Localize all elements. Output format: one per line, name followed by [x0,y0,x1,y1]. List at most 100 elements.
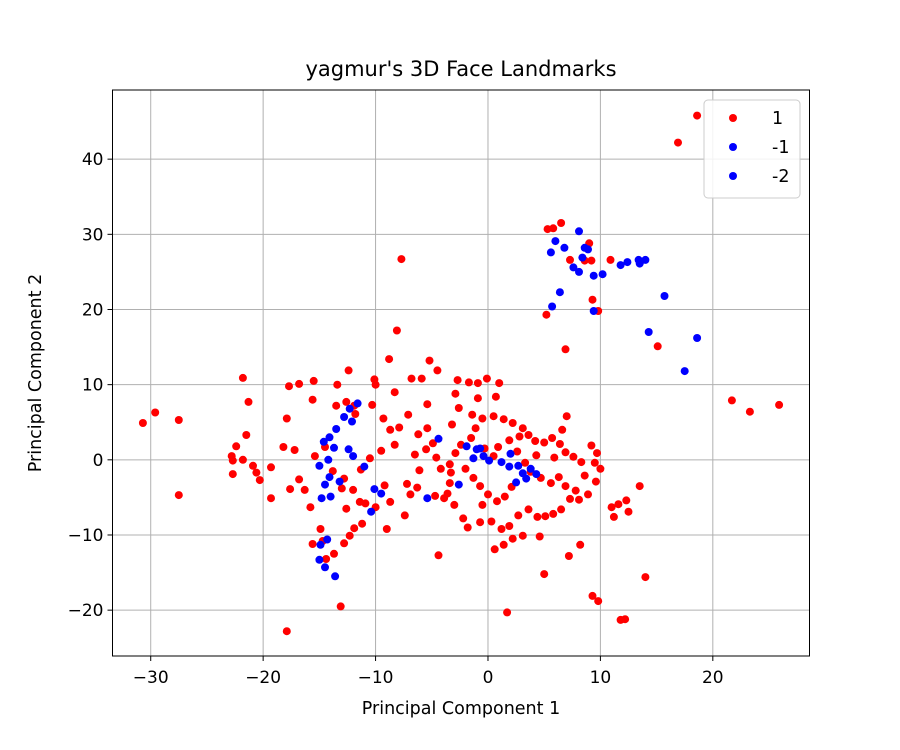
data-point-series-0 [588,295,597,304]
data-point-series-0 [174,416,183,424]
data-point-series-1 [476,444,485,453]
x-tick-label: 20 [702,668,724,688]
data-point-series-0 [340,539,349,548]
data-point-series-1 [551,237,560,246]
data-point-series-0 [622,496,631,505]
data-point-series-0 [493,497,501,506]
data-point-series-0 [242,431,251,439]
data-point-series-0 [521,458,530,467]
data-point-series-0 [609,512,618,521]
data-point-series-0 [524,505,533,514]
legend: 1 -1 -2 [703,99,801,199]
data-point-series-0 [295,475,304,484]
data-point-series-0 [518,531,527,540]
data-point-series-0 [358,519,367,528]
data-point-series-0 [561,345,570,354]
data-point-series-0 [500,492,509,501]
data-point-series-0 [453,376,462,385]
data-point-series-0 [282,627,291,636]
data-point-series-0 [491,392,500,401]
data-point-series-1 [555,288,564,297]
data-point-series-0 [382,525,391,533]
data-point-series-0 [505,522,514,530]
legend-label: -2 [772,167,789,187]
data-point-series-0 [469,473,478,482]
data-point-series-1 [569,263,578,272]
data-point-series-1 [434,434,443,443]
data-point-series-1 [546,248,555,257]
data-point-series-0 [295,379,304,388]
data-point-series-1 [575,227,583,236]
data-point-series-0 [386,425,395,434]
data-point-series-1 [423,494,432,503]
data-point-series-1 [506,449,515,458]
data-point-series-1 [353,399,362,408]
data-point-series-0 [151,408,160,417]
data-point-series-0 [497,525,506,533]
data-point-series-1 [323,535,332,544]
data-point-series-1 [532,470,541,479]
plot-area-frame [112,89,810,657]
data-point-series-0 [290,446,299,454]
data-point-series-0 [531,437,540,445]
data-point-series-0 [406,490,415,499]
data-point-series-0 [228,470,237,479]
data-point-series-0 [524,431,533,439]
data-point-series-0 [445,460,454,469]
y-tick-label: 0 [93,451,104,471]
data-point-series-0 [576,540,585,549]
data-point-series-0 [407,374,416,383]
data-point-series-0 [635,482,644,491]
data-point-series-0 [379,414,388,423]
data-point-series-1 [584,245,592,254]
data-point-series-1 [360,462,369,471]
data-points [138,111,784,636]
data-point-series-0 [588,591,597,600]
data-point-series-1 [370,485,379,494]
legend-label: 1 [772,109,783,129]
data-point-series-0 [594,597,603,606]
data-point-series-0 [451,449,460,458]
data-point-series-0 [478,500,487,509]
data-point-series-0 [368,400,377,409]
data-point-series-0 [540,438,549,447]
data-point-series-0 [400,511,409,520]
data-point-series-0 [238,373,247,382]
data-point-series-1 [344,445,353,454]
data-point-series-0 [499,540,508,549]
data-point-series-1 [635,259,644,268]
y-tick-label: 40 [82,150,104,170]
data-point-series-0 [451,389,460,398]
data-point-series-1 [319,437,328,446]
data-point-series-0 [397,255,406,264]
data-point-series-0 [550,453,559,462]
data-point-series-0 [380,481,389,490]
data-point-series-0 [468,410,477,419]
data-point-series-1 [560,243,569,252]
data-point-series-0 [535,532,544,541]
data-point-series-0 [587,256,596,265]
y-axis-label: Principal Component 2 [26,274,46,472]
data-point-series-0 [499,415,508,424]
data-point-series-0 [641,573,650,582]
data-point-series-0 [433,366,442,375]
data-point-series-1 [660,292,669,300]
x-tick-label: 10 [590,668,612,688]
data-point-series-0 [575,495,583,504]
data-point-series-0 [557,219,566,227]
data-point-series-0 [413,483,422,492]
data-point-series-1 [454,480,463,489]
data-point-series-1 [589,307,598,315]
data-point-series-1 [514,461,523,470]
data-point-series-0 [300,485,309,494]
data-point-series-0 [624,507,633,516]
data-point-series-0 [554,473,563,482]
data-point-series-1 [335,477,344,486]
data-point-series-0 [518,424,527,433]
data-point-series-1 [316,540,325,549]
data-point-series-1 [578,253,587,262]
data-point-series-0 [446,468,455,477]
data-point-series-1 [331,572,340,581]
data-point-series-0 [564,552,573,560]
data-point-series-0 [392,326,401,335]
